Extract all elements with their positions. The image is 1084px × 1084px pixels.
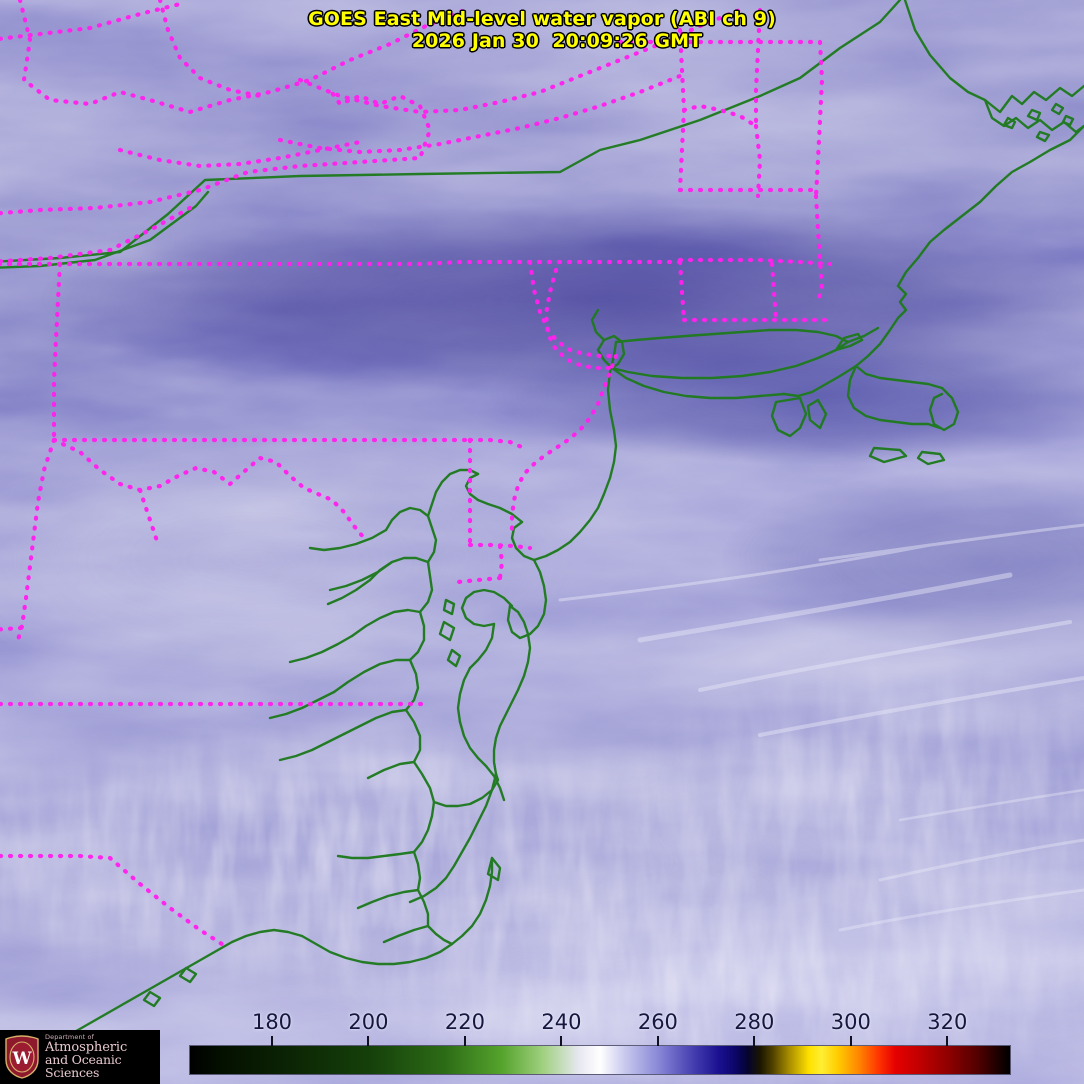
colorbar-tick-label: 200 bbox=[348, 1010, 389, 1034]
colorbar-tick-mark bbox=[463, 1036, 466, 1046]
colorbar-tick-label: 280 bbox=[734, 1010, 775, 1034]
colorbar-tick-label: 180 bbox=[251, 1010, 293, 1034]
colorbar: 180 200 220 240 260 280 300 320 bbox=[190, 1010, 1010, 1074]
logo-name-line-1: Atmospheric bbox=[45, 1039, 128, 1055]
logo-name-line-2: and Oceanic Sciences bbox=[45, 1052, 122, 1080]
colorbar-tick-mark bbox=[271, 1036, 273, 1046]
uw-crest-icon: W bbox=[5, 1035, 39, 1079]
colorbar-gradient bbox=[190, 1046, 1010, 1074]
colorbar-tick-marks bbox=[190, 1036, 1010, 1046]
colorbar-tick-labels: 180 200 220 240 260 280 300 320 bbox=[190, 1010, 1010, 1036]
colorbar-tick-label: 300 bbox=[830, 1010, 871, 1034]
colorbar-tick-label: 320 bbox=[927, 1010, 968, 1034]
logo-department-line: Department of bbox=[45, 1033, 94, 1042]
uw-aos-logo: W Department of Atmospheric and Oceanic … bbox=[0, 1030, 160, 1084]
crest-letter: W bbox=[11, 1049, 32, 1069]
colorbar-tick-label: 260 bbox=[637, 1010, 678, 1034]
colorbar-tick-mark bbox=[753, 1036, 756, 1046]
colorbar-tick-mark bbox=[849, 1036, 852, 1046]
colorbar-tick-label: 240 bbox=[541, 1010, 582, 1034]
colorbar-tick-label: 220 bbox=[444, 1010, 485, 1034]
colorbar-tick-mark bbox=[946, 1036, 949, 1046]
colorbar-tick-mark bbox=[560, 1036, 563, 1046]
colorbar-tick-mark bbox=[367, 1036, 370, 1046]
colorbar-tick-mark bbox=[656, 1036, 659, 1046]
